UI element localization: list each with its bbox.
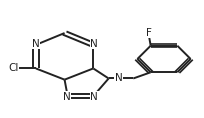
- Text: N: N: [114, 74, 122, 83]
- Text: N: N: [90, 92, 98, 102]
- Text: N: N: [62, 92, 70, 102]
- Text: N: N: [90, 39, 98, 49]
- Text: Cl: Cl: [8, 63, 18, 73]
- Text: F: F: [145, 28, 151, 38]
- Text: N: N: [32, 39, 40, 49]
